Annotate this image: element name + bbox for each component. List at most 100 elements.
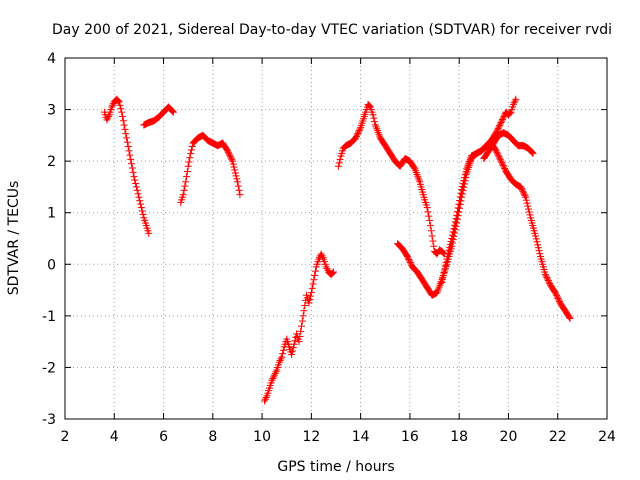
data-point [307,289,315,297]
data-point [438,278,446,286]
data-point [501,165,509,173]
x-tick-label: 16 [401,429,419,445]
data-point [300,307,308,315]
data-point [532,235,540,243]
data-point [268,376,276,384]
data-point [427,227,435,235]
data-point [118,112,126,120]
data-point [330,268,338,276]
data-point [168,107,176,115]
data-point [366,102,374,110]
data-point [299,312,307,320]
data-point [456,197,464,205]
data-point [555,296,563,304]
data-point [448,231,456,239]
data-point [306,296,314,304]
data-point [519,187,527,195]
data-point [307,292,315,300]
data-point [446,240,454,248]
data-point [455,200,463,208]
data-point [447,237,455,245]
data-point [228,156,236,164]
data-point [450,225,458,233]
data-point [494,126,502,134]
data-point [114,97,122,105]
data-point [536,250,544,258]
data-point [498,160,506,168]
data-point [496,120,504,128]
data-point [305,299,313,307]
x-tick-label: 4 [110,429,119,445]
data-point [498,116,506,124]
data-point [334,162,342,170]
data-point [335,159,343,167]
data-point [180,186,188,194]
data-point [138,207,146,215]
data-point [323,265,331,273]
data-point [236,191,244,199]
data-point [235,186,243,194]
x-tick-label: 18 [450,429,468,445]
data-point [279,346,287,354]
data-point [278,353,286,361]
data-point [186,154,194,162]
data-point [510,99,518,107]
data-point [188,143,196,151]
data-point [226,153,234,161]
data-point [370,114,378,122]
data-point [310,276,318,284]
data-point [232,172,240,180]
data-point [461,171,469,179]
data-point [131,176,139,184]
data-point [289,344,297,352]
data-point [133,186,141,194]
data-point [444,252,452,260]
data-point [499,114,507,122]
data-point [545,278,553,286]
data-point [529,149,537,157]
data-point [120,121,128,129]
data-point [352,132,360,140]
data-point [524,202,532,210]
data-point [521,192,529,200]
data-point [322,263,330,271]
data-point [290,340,298,348]
y-tick-label: 4 [47,51,56,67]
data-point [532,232,540,240]
data-point [298,322,306,330]
data-point [544,275,552,283]
data-point [405,255,413,263]
x-tick-label: 22 [549,429,567,445]
data-point [128,164,136,172]
data-point [135,193,143,201]
data-point [441,262,449,270]
data-point [353,131,361,139]
data-point [458,186,466,194]
data-point [528,148,536,156]
data-point [446,243,454,251]
series-arc-5 [334,100,448,258]
data-point [297,327,305,335]
data-point [355,128,363,136]
data-point [270,371,278,379]
data-point [130,173,138,181]
data-point [311,267,319,275]
data-point [181,182,189,190]
data-point [298,317,306,325]
y-axis-ticks: -3 -2 -1 0 1 2 3 4 [42,51,607,428]
data-point [426,216,434,224]
data-point [105,112,113,120]
data-point [426,222,434,230]
data-point [301,302,309,310]
data-point [553,293,561,301]
series-arc-6 [394,95,520,299]
data-point [134,190,142,198]
data-point [520,189,528,197]
data-point [132,179,140,187]
y-tick-label: -3 [42,412,56,428]
data-point [136,197,144,205]
data-point [552,290,560,298]
data-point [137,200,145,208]
data-point [309,280,317,288]
data-point [543,274,551,282]
